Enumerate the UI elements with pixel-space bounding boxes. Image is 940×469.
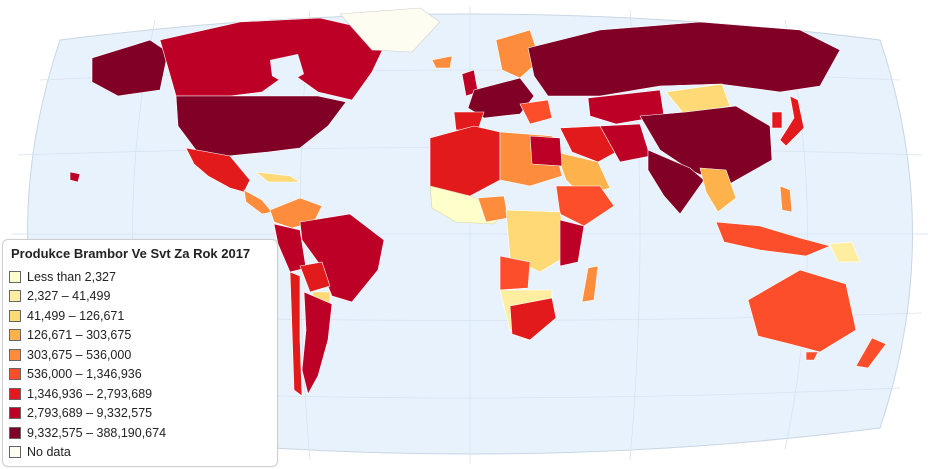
region-balkans[interactable] — [519, 99, 553, 125]
region-tasmania[interactable] — [805, 351, 819, 361]
legend-label: 126,671 – 303,675 — [27, 328, 132, 343]
hudson-bay — [270, 54, 304, 84]
region-peru[interactable] — [273, 223, 307, 273]
region-chile[interactable] — [289, 271, 303, 397]
region-caribbean[interactable] — [255, 171, 302, 183]
legend-item[interactable]: 41,499 – 126,671 — [9, 306, 271, 326]
region-madagascar[interactable] — [581, 265, 599, 303]
region-russia[interactable] — [527, 21, 841, 97]
legend-item[interactable]: No data — [9, 443, 271, 463]
region-hawaii[interactable] — [69, 171, 81, 183]
region-west-europe[interactable] — [467, 77, 535, 119]
region-central-africa[interactable] — [505, 209, 571, 273]
region-australia[interactable] — [747, 269, 857, 353]
region-bolivia[interactable] — [299, 261, 331, 293]
region-angola[interactable] — [499, 255, 531, 291]
region-brazil[interactable] — [299, 213, 385, 303]
legend-label: 41,499 – 126,671 — [27, 308, 125, 323]
region-papua[interactable] — [829, 241, 861, 263]
region-india[interactable] — [647, 149, 705, 215]
region-korea[interactable] — [771, 111, 783, 129]
legend-swatch — [9, 387, 21, 400]
region-south-africa[interactable] — [509, 297, 557, 341]
region-philippines[interactable] — [779, 185, 793, 213]
region-mexico[interactable] — [185, 147, 251, 193]
legend-item[interactable]: 9,332,575 – 388,190,674 — [9, 423, 271, 443]
region-north-africa-west[interactable] — [429, 125, 501, 197]
region-japan[interactable] — [779, 95, 805, 147]
legend-label: 1,346,936 – 2,793,689 — [27, 386, 153, 401]
legend-item[interactable]: 303,675 – 536,000 — [9, 345, 271, 365]
legend-swatch — [9, 407, 21, 420]
legend-label: 9,332,575 – 388,190,674 — [27, 425, 167, 440]
legend-item[interactable]: 2,327 – 41,499 — [9, 287, 271, 307]
region-ethiopia[interactable] — [555, 185, 615, 227]
region-greenland — [339, 7, 441, 53]
legend-item[interactable]: 2,793,689 – 9,332,575 — [9, 404, 271, 424]
region-central-america[interactable] — [243, 189, 273, 215]
region-china[interactable] — [639, 105, 773, 187]
legend-label: No data — [27, 445, 71, 460]
region-alaska[interactable] — [91, 39, 169, 97]
legend-swatch — [9, 446, 21, 459]
legend-swatch — [9, 270, 21, 283]
legend-label: Less than 2,327 — [27, 269, 116, 284]
map-legend: Produkce Brambor Ve Svt Za Rok 2017 Less… — [2, 239, 278, 467]
region-mongolia[interactable] — [665, 83, 731, 115]
legend-swatch — [9, 348, 21, 361]
legend-swatch — [9, 329, 21, 342]
legend-label: 303,675 – 536,000 — [27, 347, 132, 362]
legend-items: Less than 2,327 2,327 – 41,499 41,499 – 12… — [9, 267, 271, 462]
legend-swatch — [9, 290, 21, 303]
region-east-africa[interactable] — [559, 219, 585, 267]
region-usa[interactable] — [175, 95, 347, 157]
legend-label: 2,327 – 41,499 — [27, 289, 111, 304]
legend-item[interactable]: 536,000 – 1,346,936 — [9, 365, 271, 385]
region-egypt[interactable] — [529, 135, 563, 167]
legend-swatch — [9, 368, 21, 381]
legend-swatch — [9, 309, 21, 322]
region-indonesia[interactable] — [715, 221, 831, 257]
region-new-zealand[interactable] — [855, 337, 887, 369]
legend-label: 536,000 – 1,346,936 — [27, 367, 142, 382]
legend-label: 2,793,689 – 9,332,575 — [27, 406, 153, 421]
legend-swatch — [9, 426, 21, 439]
legend-title: Produkce Brambor Ve Svt Za Rok 2017 — [11, 246, 251, 261]
region-southeast-asia[interactable] — [699, 167, 737, 213]
region-scandinavia[interactable] — [495, 29, 541, 79]
region-argentina[interactable] — [301, 291, 333, 395]
legend-item[interactable]: 1,346,936 – 2,793,689 — [9, 384, 271, 404]
legend-item[interactable]: Less than 2,327 — [9, 267, 271, 287]
legend-item[interactable]: 126,671 – 303,675 — [9, 326, 271, 346]
region-iceland[interactable] — [431, 55, 453, 69]
